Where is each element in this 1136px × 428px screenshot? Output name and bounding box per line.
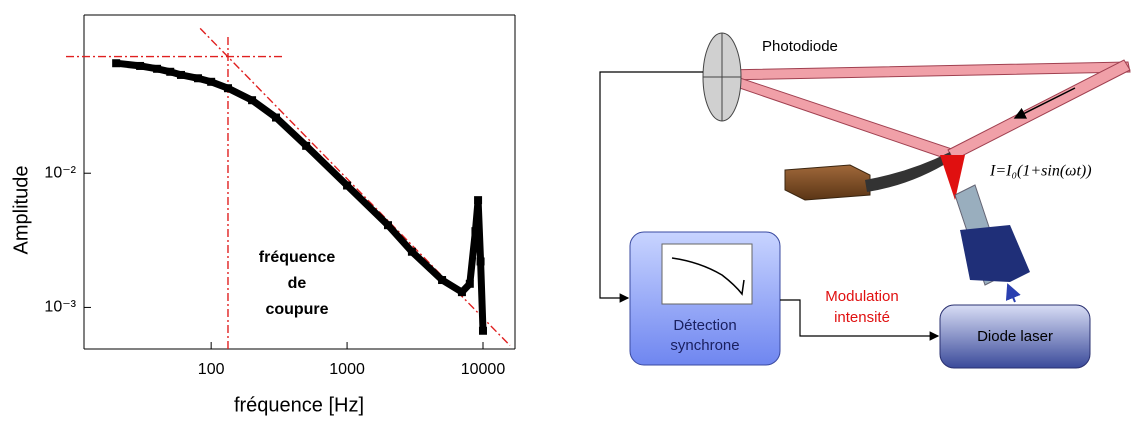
point — [465, 279, 474, 288]
cantilever — [865, 152, 952, 192]
point — [474, 196, 483, 205]
point — [223, 84, 232, 93]
point — [476, 257, 485, 266]
photodiode-label: Photodiode — [762, 38, 838, 55]
arrow — [1013, 87, 1076, 119]
laser-box — [939, 304, 1091, 369]
diagram: Photodiode I=I₀(1+sin(ωt)) Détection syn… — [599, 32, 1131, 369]
x-axis-label: fréquence [Hz] — [234, 394, 364, 416]
y-tick-label: 10⁻³ — [44, 299, 76, 316]
point — [407, 247, 416, 256]
screen-curve — [671, 257, 745, 296]
modulation-label: Modulation — [825, 288, 898, 305]
point — [438, 276, 447, 285]
y-axis-label: Amplitude — [10, 166, 32, 255]
point — [248, 96, 257, 105]
laser-mount — [960, 225, 1030, 282]
point — [478, 326, 487, 335]
x-tick-label: 100 — [198, 361, 225, 378]
annotation: de — [288, 275, 307, 292]
x-tick-label: 1000 — [329, 361, 365, 378]
point — [153, 64, 162, 73]
detection-label: Détection — [673, 317, 736, 334]
y-tick-label: 10⁻² — [44, 164, 76, 181]
beam — [721, 61, 1131, 81]
x-tick-label: 10000 — [461, 361, 506, 378]
detection-label: synchrone — [670, 337, 739, 354]
annotation: coupure — [265, 301, 328, 318]
modulation-label: intensité — [834, 309, 890, 326]
laser-label: Diode laser — [977, 328, 1053, 345]
laser-spot — [940, 155, 965, 200]
point — [471, 227, 480, 236]
point — [177, 70, 186, 79]
annotation: fréquence — [259, 249, 336, 266]
point — [302, 141, 311, 150]
connector — [780, 299, 940, 341]
point — [343, 181, 352, 190]
point — [193, 74, 202, 83]
point — [272, 113, 281, 122]
formula: I=I₀(1+sin(ωt)) — [989, 163, 1092, 180]
detection-screen — [661, 243, 753, 305]
point — [457, 288, 466, 297]
beam — [721, 71, 956, 161]
arrow — [1005, 283, 1021, 303]
cantilever-base — [784, 164, 871, 201]
point — [136, 61, 145, 70]
connector — [599, 71, 703, 303]
asymptote — [199, 27, 511, 347]
plot: 100 1000 10000 10⁻³ 10⁻² — [44, 14, 516, 378]
point — [166, 67, 175, 76]
point — [383, 221, 392, 230]
point — [112, 59, 121, 68]
point — [207, 77, 216, 86]
